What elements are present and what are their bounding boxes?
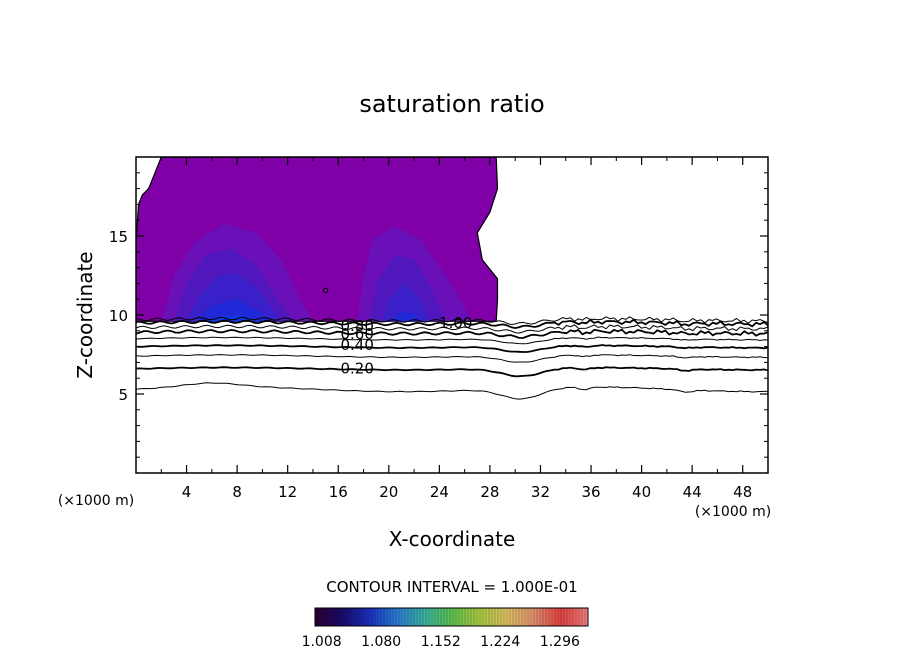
x-tick-label: 24 bbox=[430, 483, 449, 501]
fill-left-l5 bbox=[196, 299, 273, 322]
x-tick-label: 4 bbox=[182, 483, 192, 501]
x-tick-label: 16 bbox=[329, 483, 348, 501]
contour-interval-label: CONTOUR INTERVAL = 1.000E-01 bbox=[326, 578, 577, 596]
x-tick-label: 20 bbox=[379, 483, 398, 501]
fill-right-l4 bbox=[382, 283, 431, 322]
x-axis-unit: (×1000 m) bbox=[695, 504, 771, 520]
colorbar-tick-label: 1.296 bbox=[540, 634, 580, 650]
fill-left-core bbox=[205, 315, 263, 322]
contour-line bbox=[136, 354, 768, 363]
small-closed-contour bbox=[322, 287, 329, 294]
x-tick-label: 40 bbox=[632, 483, 651, 501]
contour-line bbox=[136, 382, 768, 400]
contour-line bbox=[136, 336, 768, 345]
x-axis: 4 8 12 16 20 24 28 32 36 40 44 48 bbox=[160, 157, 752, 501]
contour-line bbox=[136, 316, 768, 326]
contour-label: 0.40 bbox=[340, 336, 373, 354]
x-tick-label: 28 bbox=[480, 483, 499, 501]
colorbar-ramp bbox=[314, 607, 589, 627]
y-tick-label: 5 bbox=[118, 386, 128, 404]
y-axis-unit: (×1000 m) bbox=[58, 493, 134, 509]
contour-label: 0.80 bbox=[340, 317, 373, 335]
colorbar-tick-label: 1.152 bbox=[421, 634, 461, 650]
x-tick-label: 8 bbox=[232, 483, 242, 501]
y-tick-label: 10 bbox=[109, 307, 128, 325]
colorbar-tick-label: 1.080 bbox=[361, 634, 401, 650]
contour-line bbox=[136, 328, 768, 339]
fill-right-core bbox=[391, 311, 423, 322]
contour-lines-layer bbox=[136, 316, 768, 400]
y-axis-label: Z-coordinate bbox=[73, 251, 97, 378]
contour-labels-layer: 0.20 0.400.600.80 1.00 bbox=[340, 314, 472, 378]
contour-line bbox=[136, 344, 768, 353]
plot-fill-layer bbox=[136, 157, 499, 322]
colorbar-tick-label: 1.008 bbox=[302, 634, 342, 650]
contour-label: 0.60 bbox=[340, 325, 373, 343]
x-axis-label: X-coordinate bbox=[389, 527, 516, 551]
contour-line bbox=[136, 366, 768, 378]
x-tick-label: 36 bbox=[581, 483, 600, 501]
y-axis: 5 10 15 bbox=[109, 172, 768, 458]
x-tick-label: 12 bbox=[278, 483, 297, 501]
x-tick-label: 48 bbox=[733, 483, 752, 501]
contour-label: 1.00 bbox=[439, 314, 472, 332]
x-tick-label: 32 bbox=[531, 483, 550, 501]
colorbar: 1.008 1.080 1.152 1.224 1.296 bbox=[302, 607, 589, 650]
chart-title: saturation ratio bbox=[359, 90, 544, 118]
colorbar-tick-label: 1.224 bbox=[480, 634, 520, 650]
contour-line bbox=[136, 324, 768, 334]
contour-line bbox=[136, 318, 768, 330]
y-tick-label: 15 bbox=[109, 228, 128, 246]
x-tick-label: 44 bbox=[683, 483, 702, 501]
contour-label: 0.20 bbox=[340, 360, 373, 378]
